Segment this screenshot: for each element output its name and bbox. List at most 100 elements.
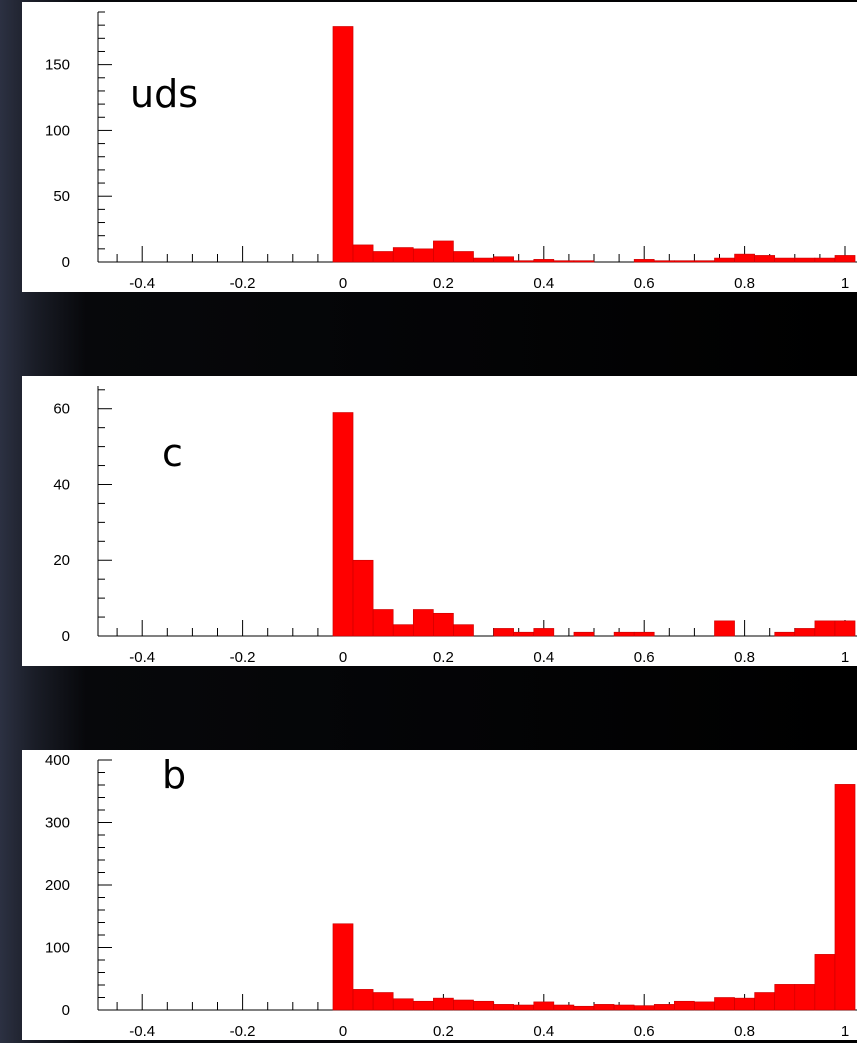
histogram-bar: [392, 247, 414, 263]
histogram-bar: [513, 260, 535, 263]
histogram-panel-uds: 0 50 100 150 -0.4 -0.2 0 0.2 0.4 0.6 0.8 1 uds: [22, 2, 857, 292]
y-tick-label: 300: [45, 815, 70, 832]
y-tick-label: 400: [45, 752, 70, 769]
histogram-bar: [674, 260, 695, 263]
histogram-bar: [392, 998, 414, 1011]
histogram-bar: [573, 1005, 595, 1011]
y-tick-label: 40: [53, 476, 70, 493]
y-tick-label: 0: [62, 628, 70, 645]
x-tick-label: 0.2: [433, 649, 454, 666]
x-tick-label: 1: [841, 275, 849, 292]
x-tick-label: -0.2: [230, 1023, 256, 1040]
x-tick-label: 0: [339, 275, 347, 292]
panel-label: c: [162, 431, 183, 475]
histogram-bar: [714, 997, 735, 1011]
plot-background: [22, 750, 857, 1040]
histogram-bar: [553, 260, 575, 263]
histogram-bar: [493, 256, 514, 263]
y-tick-label: 60: [53, 401, 70, 418]
histogram-bar: [412, 248, 434, 263]
y-tick-label: 50: [53, 188, 70, 205]
histogram-bar: [814, 954, 836, 1011]
histogram-bar: [794, 984, 816, 1011]
histogram-bar: [372, 992, 394, 1011]
histogram-bar: [493, 1004, 514, 1011]
histogram-bar: [653, 260, 675, 263]
histogram-bar: [392, 624, 414, 637]
histogram-bar: [613, 1004, 635, 1011]
histogram-bar: [433, 240, 454, 263]
histogram-bar: [593, 1004, 615, 1011]
x-tick-label: 0: [339, 649, 347, 666]
histogram-bar: [814, 257, 836, 263]
histogram-bar: [553, 1004, 575, 1011]
x-tick-label: 0.8: [734, 649, 755, 666]
x-tick-label: 1: [841, 1023, 849, 1040]
x-tick-label: -0.2: [230, 649, 256, 666]
histogram-bar: [834, 255, 856, 263]
histogram-bar: [433, 997, 454, 1011]
x-tick-label: 0.8: [734, 1023, 755, 1040]
histogram-bar: [352, 559, 374, 637]
histogram-bar: [352, 244, 374, 263]
x-tick-label: -0.2: [230, 275, 256, 292]
histogram-bar: [372, 609, 394, 637]
x-tick-label: 0.2: [433, 275, 454, 292]
histogram-bar: [613, 631, 635, 637]
histogram-bar: [453, 251, 474, 263]
histogram-bar: [674, 1000, 695, 1011]
x-tick-label: 0.4: [533, 649, 554, 666]
histogram-bar: [533, 1001, 555, 1011]
histogram-bar: [453, 624, 474, 637]
x-tick-label: 0.6: [634, 275, 655, 292]
x-tick-label: 0.2: [433, 1023, 454, 1040]
histogram-bar: [774, 631, 796, 637]
histogram-bar: [754, 992, 776, 1011]
histogram-bar: [653, 1004, 675, 1011]
x-tick-label: 0.8: [734, 275, 755, 292]
histogram-panel-b: 0 100 200 300 400 -0.4 -0.2 0 0.2 0.4 0.6 0.8 1 b: [22, 750, 857, 1040]
histogram-bar: [533, 259, 555, 263]
x-tick-label: 0.6: [634, 649, 655, 666]
x-tick-label: 0.4: [533, 1023, 554, 1040]
histogram-bar: [433, 612, 454, 637]
histogram-bar: [834, 784, 856, 1011]
histogram-bar: [573, 631, 595, 637]
histogram-bar: [453, 999, 474, 1011]
y-tick-label: 0: [62, 254, 70, 271]
histogram-bar: [412, 609, 434, 637]
histogram-bar: [412, 1000, 434, 1011]
panel-label: uds: [130, 72, 198, 116]
histogram-bar: [774, 984, 796, 1011]
histogram-bar: [694, 1001, 715, 1011]
histogram-bar: [754, 255, 776, 263]
histogram-bar: [794, 628, 816, 637]
panel-label: b: [162, 753, 186, 797]
histogram-bar: [332, 923, 354, 1011]
histogram-bar: [372, 251, 394, 263]
histogram-bar: [633, 631, 655, 637]
histogram-bar: [694, 260, 715, 263]
histogram-bar: [774, 257, 796, 263]
histogram-bar: [352, 989, 374, 1011]
histogram-panel-c: 0 20 40 60 -0.4 -0.2 0 0.2 0.4 0.6 0.8 1 c: [22, 376, 857, 666]
histogram-bar: [633, 1005, 655, 1011]
histogram-bar: [513, 1004, 535, 1011]
histogram-bar: [814, 620, 836, 637]
histogram-bar: [573, 260, 595, 263]
x-tick-label: -0.4: [129, 1023, 155, 1040]
histogram-bar: [794, 257, 816, 263]
x-tick-label: -0.4: [129, 649, 155, 666]
histogram-bar: [332, 412, 354, 637]
y-tick-label: 200: [45, 877, 70, 894]
histogram-bar: [633, 259, 655, 263]
x-tick-label: 0.4: [533, 275, 554, 292]
y-tick-label: 20: [53, 552, 70, 569]
x-tick-label: -0.4: [129, 275, 155, 292]
y-tick-label: 100: [45, 940, 70, 957]
histogram-bar: [493, 628, 514, 637]
histogram-bar: [734, 997, 755, 1011]
histogram-bar: [473, 1000, 494, 1011]
histogram-bar: [473, 257, 494, 263]
histogram-bar: [714, 620, 735, 637]
